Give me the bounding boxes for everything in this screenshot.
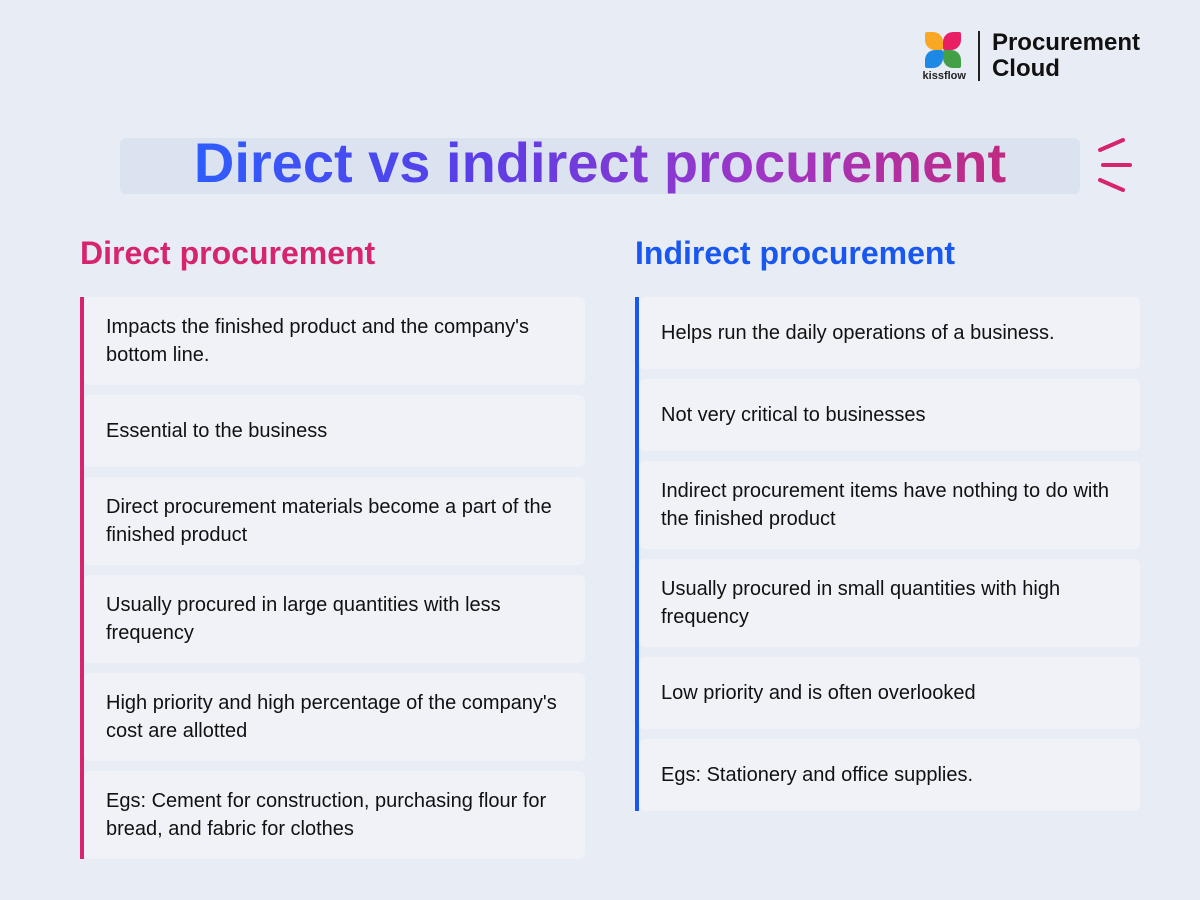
indirect-item: Not very critical to businesses	[639, 379, 1140, 451]
direct-heading: Direct procurement	[80, 235, 585, 272]
indirect-item: Egs: Stationery and office supplies.	[639, 739, 1140, 811]
direct-item: Egs: Cement for construction, purchasing…	[84, 771, 585, 859]
direct-item: Essential to the business	[84, 395, 585, 467]
kissflow-logo-icon	[923, 30, 963, 70]
logo-divider	[978, 31, 980, 81]
product-line2: Cloud	[992, 56, 1140, 82]
indirect-item: Low priority and is often overlooked	[639, 657, 1140, 729]
product-name: Procurement Cloud	[992, 30, 1140, 83]
accent-marks-icon	[1095, 135, 1145, 195]
brand-text: kissflow	[923, 70, 966, 82]
direct-items-wrap: Impacts the finished product and the com…	[80, 297, 585, 859]
direct-item: High priority and high percentage of the…	[84, 673, 585, 761]
indirect-column: Indirect procurement Helps run the daily…	[635, 235, 1140, 869]
comparison-columns: Direct procurement Impacts the finished …	[80, 235, 1140, 869]
indirect-items-wrap: Helps run the daily operations of a busi…	[635, 297, 1140, 811]
direct-item: Impacts the finished product and the com…	[84, 297, 585, 385]
main-title: Direct vs indirect procurement	[174, 130, 1026, 195]
direct-item: Usually procured in large quantities wit…	[84, 575, 585, 663]
product-line1: Procurement	[992, 30, 1140, 56]
logo-area: kissflow Procurement Cloud	[923, 30, 1140, 83]
logo-flower-wrap: kissflow	[923, 30, 966, 82]
indirect-item: Usually procured in small quantities wit…	[639, 559, 1140, 647]
indirect-item: Indirect procurement items have nothing …	[639, 461, 1140, 549]
direct-column: Direct procurement Impacts the finished …	[80, 235, 585, 869]
direct-item: Direct procurement materials become a pa…	[84, 477, 585, 565]
indirect-item: Helps run the daily operations of a busi…	[639, 297, 1140, 369]
indirect-heading: Indirect procurement	[635, 235, 1140, 272]
